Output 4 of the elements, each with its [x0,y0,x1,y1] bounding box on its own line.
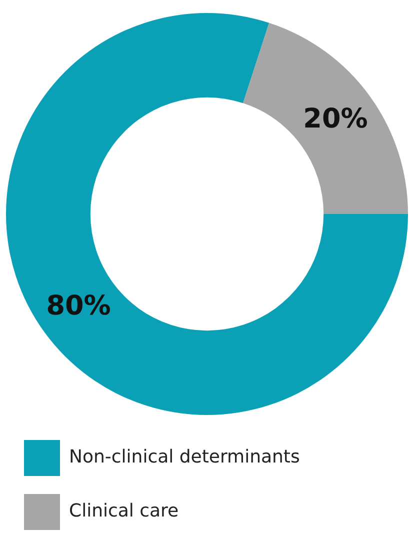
data-label: 80% [46,290,111,322]
legend-label: Clinical care [69,500,179,522]
data-label: 20% [303,104,368,135]
legend-label: Non-clinical determinants [69,446,300,468]
